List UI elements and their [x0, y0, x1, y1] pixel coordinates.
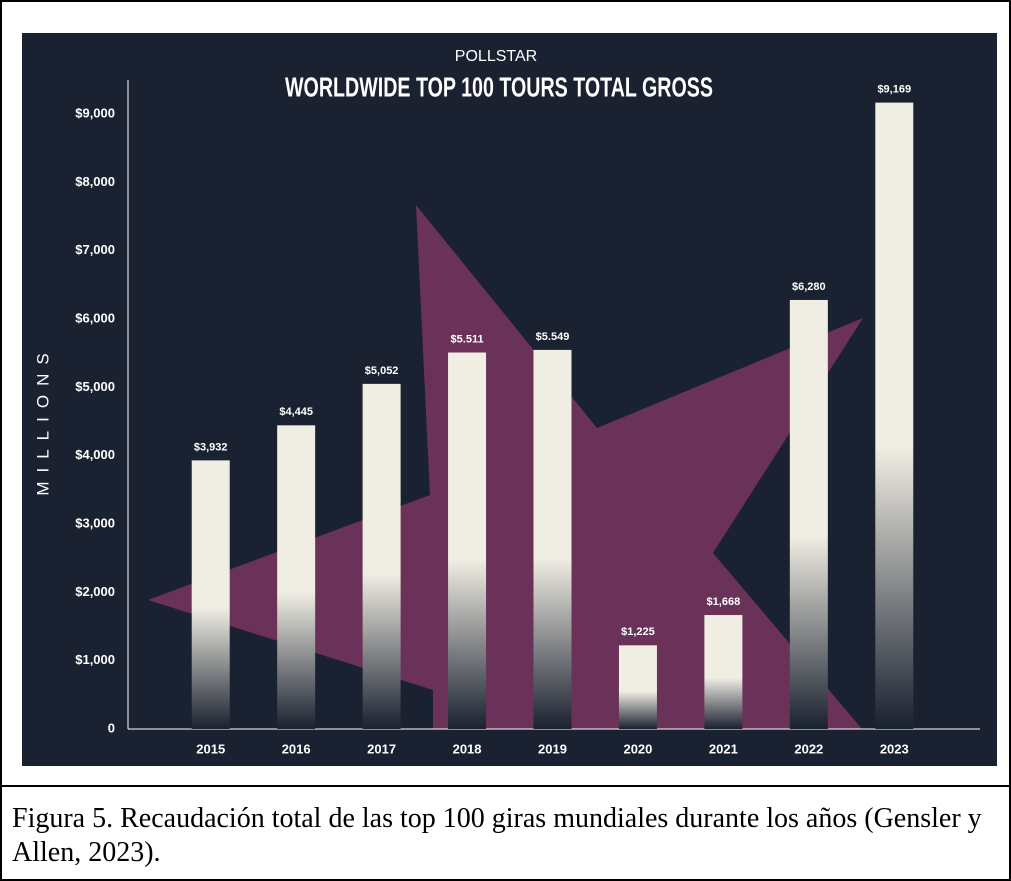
- x-tick-label: 2021: [709, 741, 738, 756]
- y-tick-label: $4,000: [75, 447, 115, 462]
- y-tick-label: $2,000: [75, 584, 115, 599]
- separator: [2, 785, 1009, 787]
- bar: [704, 615, 743, 729]
- x-tick-label: 2018: [453, 741, 482, 756]
- data-label: $5.511: [451, 333, 484, 345]
- chart-title: WORLDWIDE TOP 100 TOURS TOTAL GROSS: [285, 71, 713, 102]
- y-tick-label: $7,000: [75, 242, 115, 257]
- x-tick-label: 2016: [282, 741, 311, 756]
- bar: [448, 352, 487, 729]
- y-tick-label: $6,000: [75, 311, 115, 326]
- star-decoration: [148, 205, 863, 729]
- data-label: $1,668: [707, 596, 741, 608]
- data-label: $1,225: [621, 626, 655, 638]
- x-tick-label: 2017: [367, 741, 396, 756]
- y-tick-label: $3,000: [75, 515, 115, 530]
- y-tick-label: $5,000: [75, 379, 115, 394]
- y-tick-label: $1,000: [75, 652, 115, 667]
- data-label: $6,280: [792, 281, 826, 293]
- data-label: $4,445: [279, 406, 313, 418]
- bar: [362, 383, 401, 729]
- chart: POLLSTAR WORLDWIDE TOP 100 TOURS TOTAL G…: [22, 33, 997, 766]
- bar: [277, 425, 316, 729]
- bar: [789, 299, 828, 729]
- bar: [875, 102, 914, 729]
- x-tick-label: 2015: [196, 741, 225, 756]
- x-tick-label: 2020: [623, 741, 652, 756]
- x-tick-label: 2023: [880, 741, 909, 756]
- y-tick-label: $9,000: [75, 106, 115, 121]
- data-label: $3,932: [194, 441, 228, 453]
- caption: Figura 5. Recaudación total de las top 1…: [12, 803, 982, 868]
- data-label: $5,052: [365, 365, 399, 377]
- x-tick-label: 2019: [538, 741, 567, 756]
- y-tick-label: 0: [108, 720, 115, 735]
- bar: [191, 460, 230, 729]
- data-label: $5.549: [536, 331, 570, 343]
- y-axis-label: MILLIONS: [33, 344, 52, 495]
- chart-supertitle: POLLSTAR: [455, 48, 537, 65]
- x-tick-label: 2022: [794, 741, 823, 756]
- bar: [618, 645, 657, 729]
- data-label: $9,169: [877, 84, 911, 96]
- bar: [533, 349, 572, 729]
- y-tick-label: $8,000: [75, 174, 115, 189]
